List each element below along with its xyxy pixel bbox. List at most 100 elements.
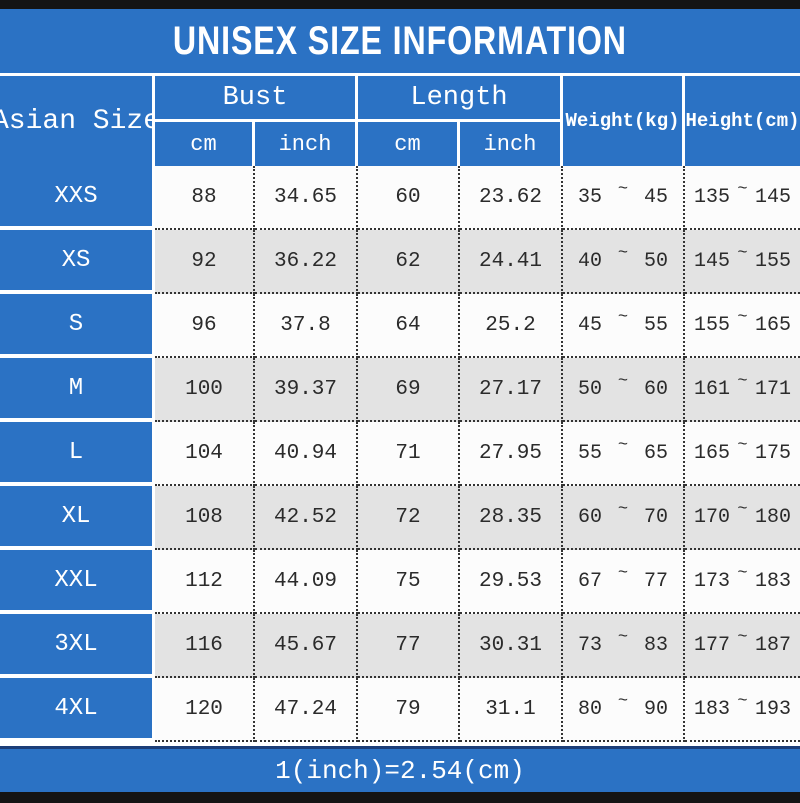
tilde-separator: ~ xyxy=(617,435,629,455)
size-label: XXL xyxy=(0,550,155,614)
tilde-separator: ~ xyxy=(617,243,629,263)
tilde-separator: ~ xyxy=(617,499,629,519)
bust-cm-value: 104 xyxy=(155,422,255,486)
length-inch-value: 25.2 xyxy=(460,294,563,358)
length-inch-value: 27.17 xyxy=(460,358,563,422)
weight-min-value: 80 xyxy=(578,697,603,721)
weight-range: 67 ~ 77 xyxy=(563,550,685,614)
length-inch-value: 29.53 xyxy=(460,550,563,614)
weight-range: 55 ~ 65 xyxy=(563,422,685,486)
table-row: 3XL 116 45.67 77 30.31 73 ~ 83 177 ~ 187 xyxy=(0,614,800,678)
size-label: XS xyxy=(0,230,155,294)
weight-max-value: 65 xyxy=(643,441,668,465)
height-range: 135 ~ 145 xyxy=(685,166,800,230)
size-label: L xyxy=(0,422,155,486)
divider xyxy=(0,742,800,746)
tilde-separator: ~ xyxy=(617,371,629,391)
table-row: XS 92 36.22 62 24.41 40 ~ 50 145 ~ 155 xyxy=(0,230,800,294)
table-row: 4XL 120 47.24 79 31.1 80 ~ 90 183 ~ 193 xyxy=(0,678,800,742)
conversion-note: 1(inch)=2.54(cm) xyxy=(275,755,525,786)
weight-range: 73 ~ 83 xyxy=(563,614,685,678)
weight-range: 60 ~ 70 xyxy=(563,486,685,550)
height-range: 161 ~ 171 xyxy=(685,358,800,422)
height-max-value: 183 xyxy=(754,569,791,593)
weight-max-value: 60 xyxy=(643,377,668,401)
height-max-value: 175 xyxy=(754,441,791,465)
subheader-bust-inch: inch xyxy=(255,122,358,166)
tilde-separator: ~ xyxy=(737,563,748,583)
length-cm-value: 69 xyxy=(358,358,460,422)
table-header: Asian Size Bust Length Weight(kg) Height… xyxy=(0,76,800,166)
bust-inch-value: 40.94 xyxy=(255,422,358,486)
weight-max-value: 77 xyxy=(643,569,668,593)
height-max-value: 171 xyxy=(754,377,791,401)
weight-min-value: 67 xyxy=(578,569,603,593)
length-cm-value: 60 xyxy=(358,166,460,230)
height-range: 165 ~ 175 xyxy=(685,422,800,486)
height-max-value: 145 xyxy=(754,185,791,209)
weight-max-value: 50 xyxy=(643,249,668,273)
weight-range: 45 ~ 55 xyxy=(563,294,685,358)
tilde-separator: ~ xyxy=(617,627,629,647)
size-label: 4XL xyxy=(0,678,155,742)
weight-max-value: 90 xyxy=(643,697,668,721)
bust-inch-value: 45.67 xyxy=(255,614,358,678)
table-row: XXS 88 34.65 60 23.62 35 ~ 45 135 ~ 145 xyxy=(0,166,800,230)
length-inch-value: 28.35 xyxy=(460,486,563,550)
size-label: XL xyxy=(0,486,155,550)
divider xyxy=(0,73,800,76)
length-cm-value: 75 xyxy=(358,550,460,614)
size-label: M xyxy=(0,358,155,422)
weight-range: 35 ~ 45 xyxy=(563,166,685,230)
bust-cm-value: 88 xyxy=(155,166,255,230)
tilde-separator: ~ xyxy=(737,243,748,263)
length-inch-value: 24.41 xyxy=(460,230,563,294)
weight-max-value: 45 xyxy=(643,185,668,209)
weight-range: 80 ~ 90 xyxy=(563,678,685,742)
height-range: 170 ~ 180 xyxy=(685,486,800,550)
height-max-value: 193 xyxy=(754,697,791,721)
table-row: L 104 40.94 71 27.95 55 ~ 65 165 ~ 175 xyxy=(0,422,800,486)
tilde-separator: ~ xyxy=(737,371,748,391)
bust-inch-value: 44.09 xyxy=(255,550,358,614)
bust-cm-value: 112 xyxy=(155,550,255,614)
column-header-length: Length xyxy=(358,76,563,122)
height-max-value: 155 xyxy=(754,249,791,273)
top-black-bar xyxy=(0,0,800,9)
bust-cm-value: 120 xyxy=(155,678,255,742)
weight-min-value: 45 xyxy=(578,313,603,337)
weight-min-value: 55 xyxy=(578,441,603,465)
length-cm-value: 71 xyxy=(358,422,460,486)
weight-min-value: 35 xyxy=(578,185,603,209)
column-header-asian-size: Asian Size xyxy=(0,76,160,166)
height-max-value: 165 xyxy=(754,313,791,337)
weight-max-value: 55 xyxy=(643,313,668,337)
weight-range: 40 ~ 50 xyxy=(563,230,685,294)
length-cm-value: 79 xyxy=(358,678,460,742)
table-row: XL 108 42.52 72 28.35 60 ~ 70 170 ~ 180 xyxy=(0,486,800,550)
title-banner: UNISEX SIZE INFORMATION xyxy=(0,9,800,73)
length-inch-value: 27.95 xyxy=(460,422,563,486)
length-cm-value: 77 xyxy=(358,614,460,678)
column-header-bust: Bust xyxy=(155,76,358,122)
bust-inch-value: 39.37 xyxy=(255,358,358,422)
length-inch-value: 23.62 xyxy=(460,166,563,230)
bust-cm-value: 96 xyxy=(155,294,255,358)
bust-inch-value: 42.52 xyxy=(255,486,358,550)
tilde-separator: ~ xyxy=(737,499,748,519)
length-cm-value: 72 xyxy=(358,486,460,550)
height-max-value: 180 xyxy=(754,505,791,529)
height-min-value: 170 xyxy=(694,505,731,529)
column-header-weight: Weight(kg) xyxy=(563,76,685,166)
tilde-separator: ~ xyxy=(617,179,629,199)
size-label: 3XL xyxy=(0,614,155,678)
tilde-separator: ~ xyxy=(737,307,748,327)
tilde-separator: ~ xyxy=(737,627,748,647)
page-title: UNISEX SIZE INFORMATION xyxy=(172,18,628,63)
table-row: S 96 37.8 64 25.2 45 ~ 55 155 ~ 165 xyxy=(0,294,800,358)
weight-min-value: 40 xyxy=(578,249,603,273)
height-range: 173 ~ 183 xyxy=(685,550,800,614)
column-header-height: Height(cm) xyxy=(685,76,800,166)
weight-max-value: 83 xyxy=(643,633,668,657)
tilde-separator: ~ xyxy=(617,691,629,711)
